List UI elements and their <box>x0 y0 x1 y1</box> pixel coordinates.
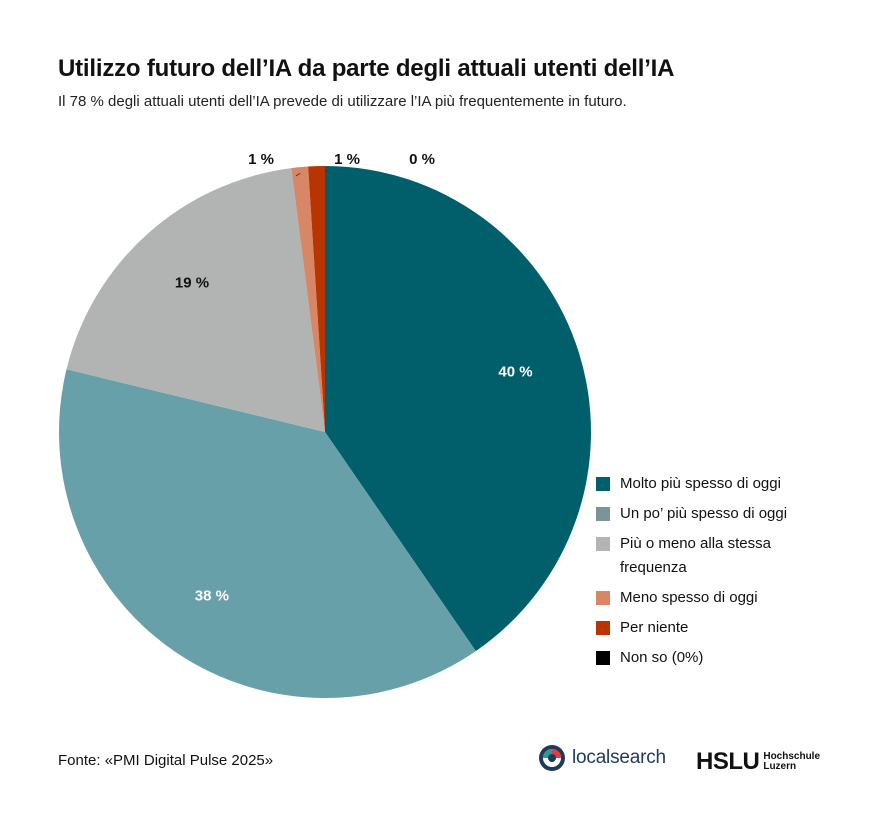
legend-label: Più o meno alla stessa frequenza <box>620 535 771 576</box>
hslu-logo-sub-2: Luzern <box>763 761 797 772</box>
localsearch-logo: localsearch <box>538 744 666 772</box>
chart-subtitle: Il 78 % degli attuali utenti dell’IA pre… <box>58 93 627 110</box>
leader-line <box>295 172 301 177</box>
slice-label: 38 % <box>195 587 229 604</box>
slice-labels: 40 % 38 % 19 % 1 % 1 % 0 % <box>175 151 533 604</box>
legend-item-molto-piu-spesso: Molto più spesso di oggi <box>596 472 846 496</box>
hslu-logo-text: HSLU <box>696 748 760 775</box>
pie-slice <box>291 166 325 433</box>
leader-lines <box>295 169 328 177</box>
source-note: Fonte: «PMI Digital Pulse 2025» <box>58 752 274 769</box>
leader-line <box>324 169 328 173</box>
localsearch-logo-icon <box>539 745 565 771</box>
pie-slices <box>58 166 591 698</box>
legend-item-meno-spesso: Meno spesso di oggi <box>596 586 846 610</box>
pie-slice <box>325 166 591 652</box>
legend-swatch <box>596 507 610 521</box>
hslu-logo: HSLU Hochschule Luzern <box>696 748 820 776</box>
legend-item-non-so: Non so (0%) <box>596 646 846 670</box>
legend-item-stessa-frequenza: Più o meno alla stessa frequenza <box>596 532 846 580</box>
legend-label: Meno spesso di oggi <box>620 589 758 606</box>
legend-swatch <box>596 477 610 491</box>
legend-item-un-po-piu-spesso: Un po’ più spesso di oggi <box>596 502 846 526</box>
legend-label: Per niente <box>620 619 689 636</box>
legend-swatch <box>596 591 610 605</box>
legend-label: Molto più spesso di oggi <box>620 475 781 492</box>
hslu-logo-subtext: Hochschule Luzern <box>763 752 820 772</box>
slice-label: 19 % <box>175 274 209 291</box>
slice-label: 1 % <box>248 151 274 168</box>
legend-label: Non so (0%) <box>620 649 704 666</box>
legend: Molto più spesso di oggi Un po’ più spes… <box>596 472 846 676</box>
hslu-logo-sub-1: Hochschule <box>763 751 821 762</box>
legend-swatch <box>596 537 610 551</box>
pie-slice <box>66 168 326 432</box>
legend-label: Un po’ più spesso di oggi <box>620 505 788 522</box>
slice-label: 40 % <box>498 364 532 381</box>
legend-swatch <box>596 621 610 635</box>
legend-item-per-niente: Per niente <box>596 616 846 640</box>
slice-label: 1 % <box>334 151 360 168</box>
localsearch-logo-text: localsearch <box>572 747 666 768</box>
chart-title: Utilizzo futuro dell’IA da parte degli a… <box>58 55 675 82</box>
pie-slice <box>308 166 325 432</box>
legend-swatch <box>596 651 610 665</box>
pie-slice <box>58 369 476 698</box>
slice-label: 0 % <box>409 151 435 168</box>
